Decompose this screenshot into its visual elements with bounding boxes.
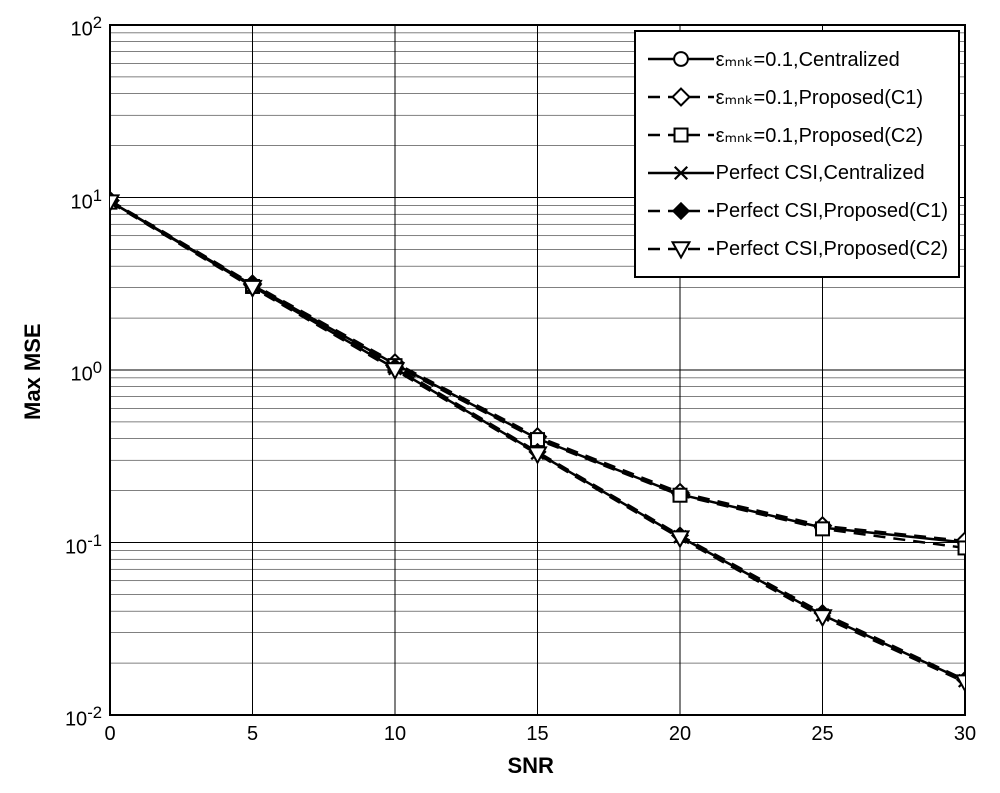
legend-label: εₘₙₖ=0.1,Centralized bbox=[716, 47, 900, 72]
x-axis-label: SNR bbox=[508, 753, 554, 779]
legend-item: εₘₙₖ=0.1,Proposed(C1) bbox=[646, 78, 948, 116]
legend-swatch bbox=[646, 120, 716, 150]
legend-swatch bbox=[646, 82, 716, 112]
y-tick-label: 10-2 bbox=[65, 703, 102, 732]
figure-container: 05101520253010-210-1100101102SNRMax MSEε… bbox=[0, 0, 1000, 793]
legend-swatch bbox=[646, 44, 716, 74]
legend-swatch bbox=[646, 234, 716, 264]
legend-swatch bbox=[646, 196, 716, 226]
legend-label: Perfect CSI,Proposed(C2) bbox=[716, 238, 948, 261]
legend-item: Perfect CSI,Centralized bbox=[646, 154, 948, 192]
legend-label: εₘₙₖ=0.1,Proposed(C2) bbox=[716, 123, 923, 148]
x-tick-label: 10 bbox=[380, 723, 410, 746]
y-tick-label: 101 bbox=[70, 186, 102, 215]
legend-item: εₘₙₖ=0.1,Centralized bbox=[646, 40, 948, 78]
legend-label: Perfect CSI,Centralized bbox=[716, 162, 925, 185]
y-tick-label: 10-1 bbox=[65, 531, 102, 560]
x-tick-label: 20 bbox=[665, 723, 695, 746]
legend-item: Perfect CSI,Proposed(C2) bbox=[646, 230, 948, 268]
x-tick-label: 25 bbox=[808, 723, 838, 746]
legend-item: Perfect CSI,Proposed(C1) bbox=[646, 192, 948, 230]
y-tick-label: 100 bbox=[70, 358, 102, 387]
x-tick-label: 30 bbox=[950, 723, 980, 746]
x-tick-label: 5 bbox=[238, 723, 268, 746]
y-tick-label: 102 bbox=[70, 13, 102, 42]
y-axis-label: Max MSE bbox=[20, 323, 46, 420]
x-tick-label: 15 bbox=[523, 723, 553, 746]
legend: εₘₙₖ=0.1,Centralized εₘₙₖ=0.1,Proposed(C1… bbox=[634, 30, 960, 278]
legend-swatch bbox=[646, 158, 716, 188]
legend-label: εₘₙₖ=0.1,Proposed(C1) bbox=[716, 85, 923, 110]
legend-label: Perfect CSI,Proposed(C1) bbox=[716, 200, 948, 223]
legend-item: εₘₙₖ=0.1,Proposed(C2) bbox=[646, 116, 948, 154]
